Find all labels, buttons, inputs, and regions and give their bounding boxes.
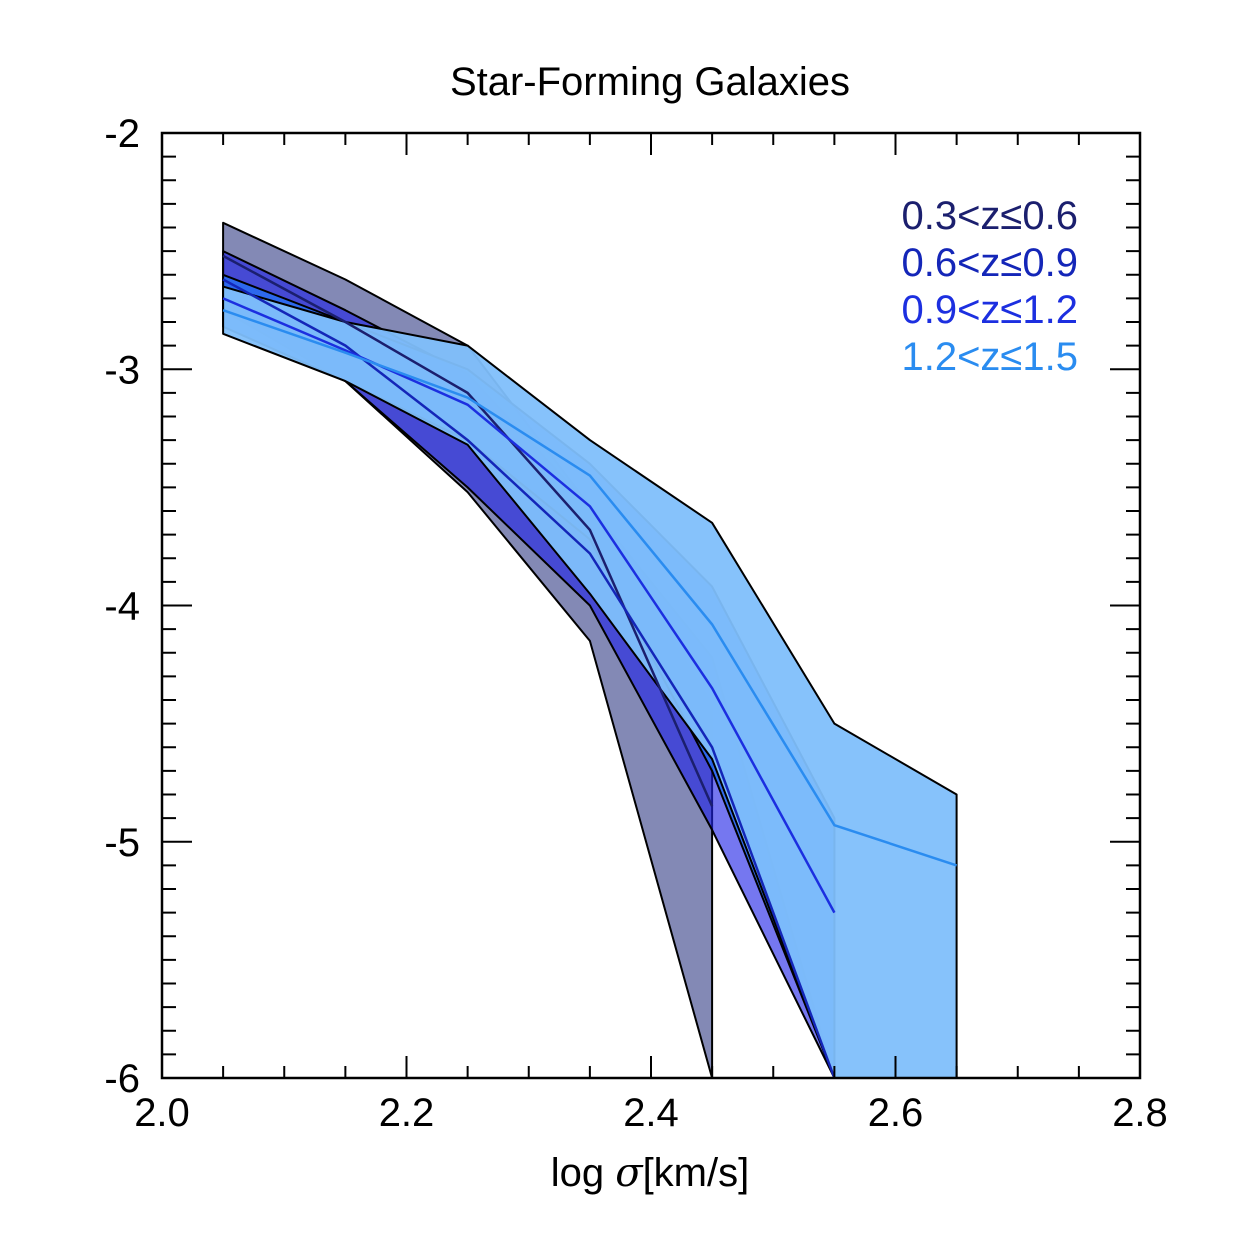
y-tick-labels: -2 -3 -4 -5 -6 <box>104 112 140 1101</box>
x-tick-label: 2.6 <box>868 1091 924 1135</box>
chart-title: Star-Forming Galaxies <box>450 60 850 104</box>
legend-entry-2: 0.9<z≤1.2 <box>901 288 1078 332</box>
x-tick-label: 2.0 <box>134 1091 190 1135</box>
x-tick-labels: 2.0 2.2 2.4 2.6 2.8 <box>134 1091 1168 1135</box>
legend: 0.3<z≤0.60.6<z≤0.90.9<z≤1.21.2<z≤1.5 <box>901 194 1078 379</box>
legend-entry-0: 0.3<z≤0.6 <box>901 194 1078 238</box>
y-tick-label: -5 <box>104 821 140 865</box>
legend-entry-1: 0.6<z≤0.9 <box>901 241 1078 285</box>
series-band-3 <box>222 285 958 1079</box>
y-tick-label: -4 <box>104 585 140 629</box>
y-tick-label: -6 <box>104 1057 140 1101</box>
median-lines <box>222 254 957 1079</box>
x-tick-label: 2.4 <box>623 1091 679 1135</box>
axis-ticks <box>161 132 1141 1079</box>
y-tick-label: -3 <box>104 348 140 392</box>
y-tick-label: -2 <box>104 112 140 156</box>
x-tick-label: 2.2 <box>379 1091 435 1135</box>
data-bands <box>222 221 958 1079</box>
series-median-3 <box>222 309 957 867</box>
x-tick-label: 2.8 <box>1112 1091 1168 1135</box>
x-axis-label: log σ[km/s] <box>551 1150 749 1196</box>
series-median-0 <box>222 254 714 807</box>
legend-entry-3: 1.2<z≤1.5 <box>901 335 1078 379</box>
series-median-1 <box>222 278 836 1079</box>
series-median-2 <box>222 297 836 914</box>
